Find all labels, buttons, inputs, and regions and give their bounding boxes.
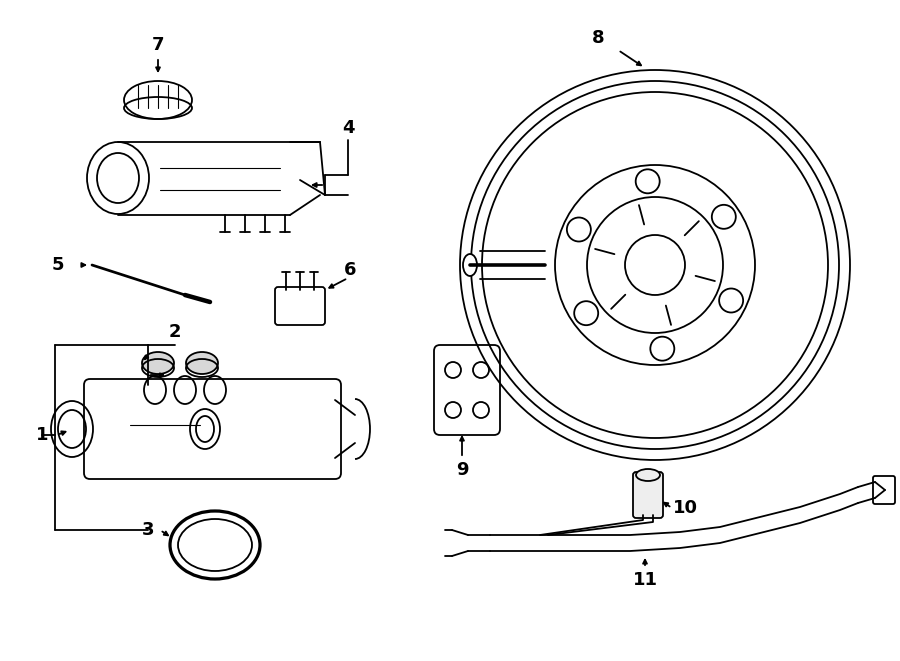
Text: 3: 3 xyxy=(142,521,154,539)
Text: 10: 10 xyxy=(672,499,698,517)
Text: 2: 2 xyxy=(169,323,181,341)
Ellipse shape xyxy=(186,352,218,374)
Text: 6: 6 xyxy=(344,261,356,279)
Text: 4: 4 xyxy=(342,119,355,137)
Ellipse shape xyxy=(463,254,477,276)
Text: 11: 11 xyxy=(633,571,658,589)
Text: 7: 7 xyxy=(152,36,164,54)
Text: 9: 9 xyxy=(455,461,468,479)
Text: 8: 8 xyxy=(591,29,604,47)
Ellipse shape xyxy=(636,469,660,481)
Text: 5: 5 xyxy=(52,256,64,274)
Text: 1: 1 xyxy=(36,426,49,444)
FancyBboxPatch shape xyxy=(633,472,663,518)
Ellipse shape xyxy=(142,352,174,374)
